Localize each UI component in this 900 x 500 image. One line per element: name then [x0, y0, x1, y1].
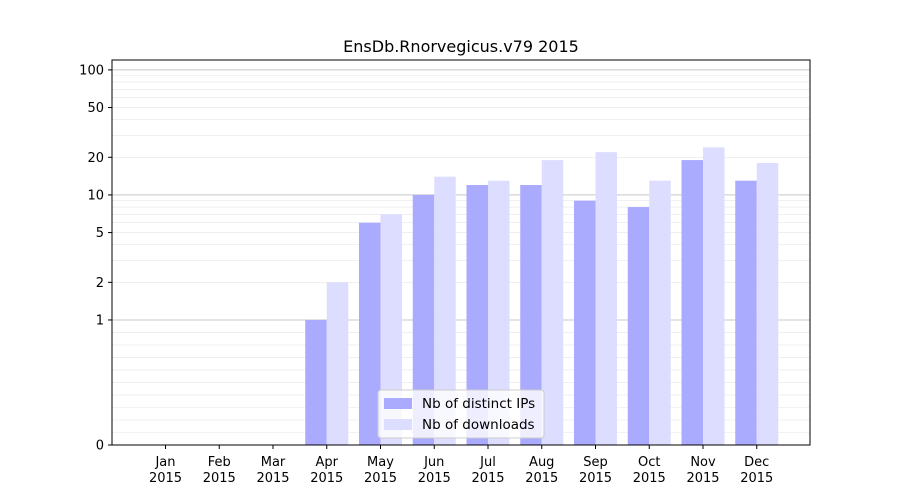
bar-downloads-nov — [703, 147, 725, 446]
y-tick-label: 100 — [79, 63, 104, 78]
x-tick-label-year: 2015 — [418, 471, 451, 486]
y-tick-label: 2 — [96, 276, 104, 291]
x-tick-label-year: 2015 — [579, 471, 612, 486]
x-tick-label-month: Apr — [316, 455, 339, 470]
x-tick-label-year: 2015 — [740, 471, 773, 486]
bar-ips-oct — [627, 207, 650, 445]
bar-ips-apr — [305, 319, 327, 445]
legend-label: Nb of distinct IPs — [422, 396, 535, 412]
bar-downloads-oct — [649, 180, 671, 445]
bar-ips-aug — [520, 185, 542, 445]
chart-title: EnsDb.Rnorvegicus.v79 2015 — [343, 37, 579, 56]
x-tick-label-year: 2015 — [310, 471, 343, 486]
bar-downloads-apr — [326, 282, 349, 445]
bar-downloads-jul — [488, 180, 510, 445]
x-tick-label-month: Jul — [479, 455, 496, 470]
x-tick-label-year: 2015 — [256, 471, 289, 486]
legend-label: Nb of downloads — [422, 417, 535, 433]
bar-downloads-jun — [434, 176, 456, 445]
plot-frame — [111, 59, 811, 446]
bar-ips-nov — [681, 160, 703, 445]
legend-swatch — [384, 398, 412, 409]
legend-box — [377, 389, 545, 439]
bar-downloads-sep — [595, 152, 617, 445]
y-axis: 0 1 2 5 10 20 50 100 — [79, 63, 112, 454]
x-tick-label-month: Oct — [638, 455, 660, 470]
bar-downloads-dec — [756, 163, 779, 445]
y-tick-label: 5 — [96, 226, 104, 241]
bar-ips-jul — [466, 185, 488, 445]
x-tick-label-month: Aug — [529, 455, 554, 470]
x-tick-label-month: Nov — [690, 455, 716, 470]
y-tick-label: 1 — [96, 313, 104, 328]
x-tick-label-month: Sep — [583, 455, 608, 470]
x-tick-label-month: Jun — [423, 455, 444, 470]
x-tick-label-year: 2015 — [149, 471, 182, 486]
x-tick-label-month: Dec — [744, 455, 769, 470]
x-tick-label-month: May — [367, 455, 394, 470]
x-tick-label-year: 2015 — [686, 471, 719, 486]
y-tick-label: 50 — [87, 101, 104, 116]
y-tick-label: 10 — [87, 188, 104, 203]
x-tick-label-month: Feb — [208, 455, 231, 470]
legend: Nb of distinct IPs Nb of downloads — [377, 389, 545, 439]
y-tick-label: 20 — [87, 151, 104, 166]
bar-downloads-aug — [541, 160, 564, 445]
x-axis: Jan2015Feb2015Mar2015Apr2015May2015Jun20… — [149, 445, 773, 486]
bar-downloads-may — [380, 214, 402, 445]
x-tick-label-year: 2015 — [364, 471, 397, 486]
bar-ips-sep — [574, 200, 596, 445]
x-tick-label-year: 2015 — [471, 471, 504, 486]
x-tick-label-year: 2015 — [633, 471, 666, 486]
bar-ips-jun — [412, 194, 435, 445]
bar-ips-dec — [735, 180, 757, 445]
x-tick-label-month: Mar — [261, 455, 286, 470]
x-tick-label-year: 2015 — [203, 471, 236, 486]
x-tick-label-month: Jan — [154, 455, 175, 470]
legend-swatch — [384, 419, 412, 430]
y-tick-label: 0 — [96, 439, 104, 454]
bars — [305, 147, 779, 446]
x-tick-label-year: 2015 — [525, 471, 558, 486]
bar-ips-may — [359, 222, 381, 445]
